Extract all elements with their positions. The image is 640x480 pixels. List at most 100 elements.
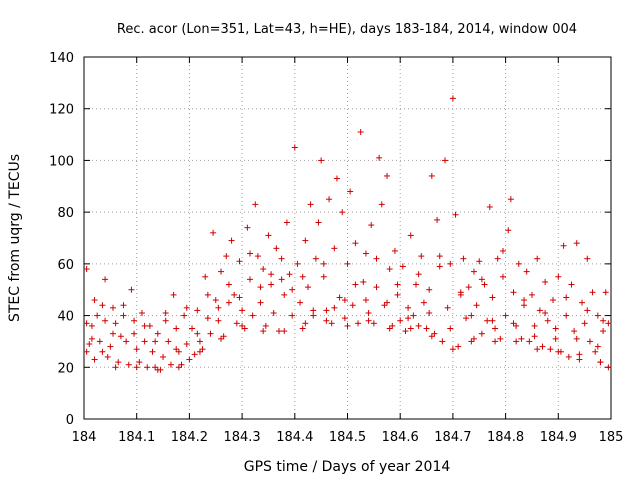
x-tick-label: 184.9: [540, 430, 577, 445]
y-tick-label: 100: [49, 154, 74, 169]
data-point: [83, 266, 90, 273]
data-point: [415, 271, 422, 278]
x-axis-label: GPS time / Days of year 2014: [244, 459, 451, 475]
data-point: [463, 315, 470, 322]
data-point: [260, 266, 267, 273]
data-point: [244, 224, 251, 231]
data-point: [260, 328, 267, 335]
data-point: [107, 343, 114, 350]
data-point: [386, 266, 393, 273]
data-point: [257, 299, 264, 306]
data-point: [128, 286, 135, 293]
data-point: [320, 273, 327, 280]
data-point: [131, 330, 138, 337]
data-point: [231, 291, 238, 298]
data-point: [170, 291, 177, 298]
data-point: [320, 260, 327, 267]
data-point: [225, 299, 232, 306]
data-point: [109, 304, 116, 311]
data-point: [526, 338, 533, 345]
data-point: [210, 229, 217, 236]
y-tick-label: 60: [57, 258, 74, 273]
data-point: [410, 312, 417, 319]
data-point: [352, 240, 359, 247]
data-point: [236, 258, 243, 265]
data-point: [212, 297, 219, 304]
data-point: [344, 322, 351, 329]
data-point: [510, 289, 517, 296]
data-point: [104, 353, 111, 360]
data-point: [289, 312, 296, 319]
data-point: [120, 312, 127, 319]
data-point: [175, 348, 182, 355]
data-point: [476, 258, 483, 265]
data-point: [268, 281, 275, 288]
data-point: [499, 247, 506, 254]
data-point: [373, 255, 380, 262]
data-point: [592, 348, 599, 355]
data-point: [384, 172, 391, 179]
data-point: [239, 322, 246, 329]
data-point: [489, 294, 496, 301]
data-point: [426, 286, 433, 293]
data-point: [447, 260, 454, 267]
data-point: [365, 317, 372, 324]
data-point: [257, 284, 264, 291]
data-point: [542, 309, 549, 316]
data-point: [468, 338, 475, 345]
data-point: [310, 312, 317, 319]
data-point: [299, 273, 306, 280]
y-tick-label: 140: [49, 51, 74, 66]
data-point: [181, 312, 188, 319]
data-point: [573, 335, 580, 342]
data-point: [283, 219, 290, 226]
data-point: [386, 325, 393, 332]
data-point: [505, 227, 512, 234]
y-tick-label: 0: [66, 413, 74, 428]
data-point: [499, 273, 506, 280]
data-point: [326, 196, 333, 203]
data-point: [594, 312, 601, 319]
x-tick-label: 184.8: [487, 430, 524, 445]
data-point: [165, 338, 172, 345]
data-point: [521, 297, 528, 304]
data-point: [460, 255, 467, 262]
data-point: [202, 273, 209, 280]
y-tick-label: 120: [49, 103, 74, 118]
data-point: [555, 273, 562, 280]
data-point: [310, 307, 317, 314]
data-point: [215, 317, 222, 324]
data-point: [489, 317, 496, 324]
data-point: [449, 346, 456, 353]
data-point: [133, 346, 140, 353]
data-point: [563, 294, 570, 301]
data-point: [465, 284, 472, 291]
data-point: [302, 237, 309, 244]
data-point: [428, 333, 435, 340]
data-point: [86, 341, 93, 348]
data-point: [215, 304, 222, 311]
data-point: [394, 291, 401, 298]
data-point: [547, 346, 554, 353]
data-point: [552, 325, 559, 332]
data-point: [112, 320, 119, 327]
data-point: [468, 312, 475, 319]
data-point: [173, 346, 180, 353]
data-point: [183, 341, 190, 348]
data-point: [152, 338, 159, 345]
data-point: [563, 312, 570, 319]
data-point: [341, 297, 348, 304]
data-point: [452, 211, 459, 218]
data-point: [299, 325, 306, 332]
data-point: [473, 302, 480, 309]
data-point: [194, 330, 201, 337]
x-tick-label: 184.7: [434, 430, 471, 445]
data-point: [191, 351, 198, 358]
data-point: [373, 284, 380, 291]
axis-ticks: [83, 56, 612, 420]
data-point: [447, 325, 454, 332]
data-point: [542, 278, 549, 285]
data-point: [186, 356, 193, 363]
data-point: [600, 328, 607, 335]
data-point: [486, 203, 493, 210]
